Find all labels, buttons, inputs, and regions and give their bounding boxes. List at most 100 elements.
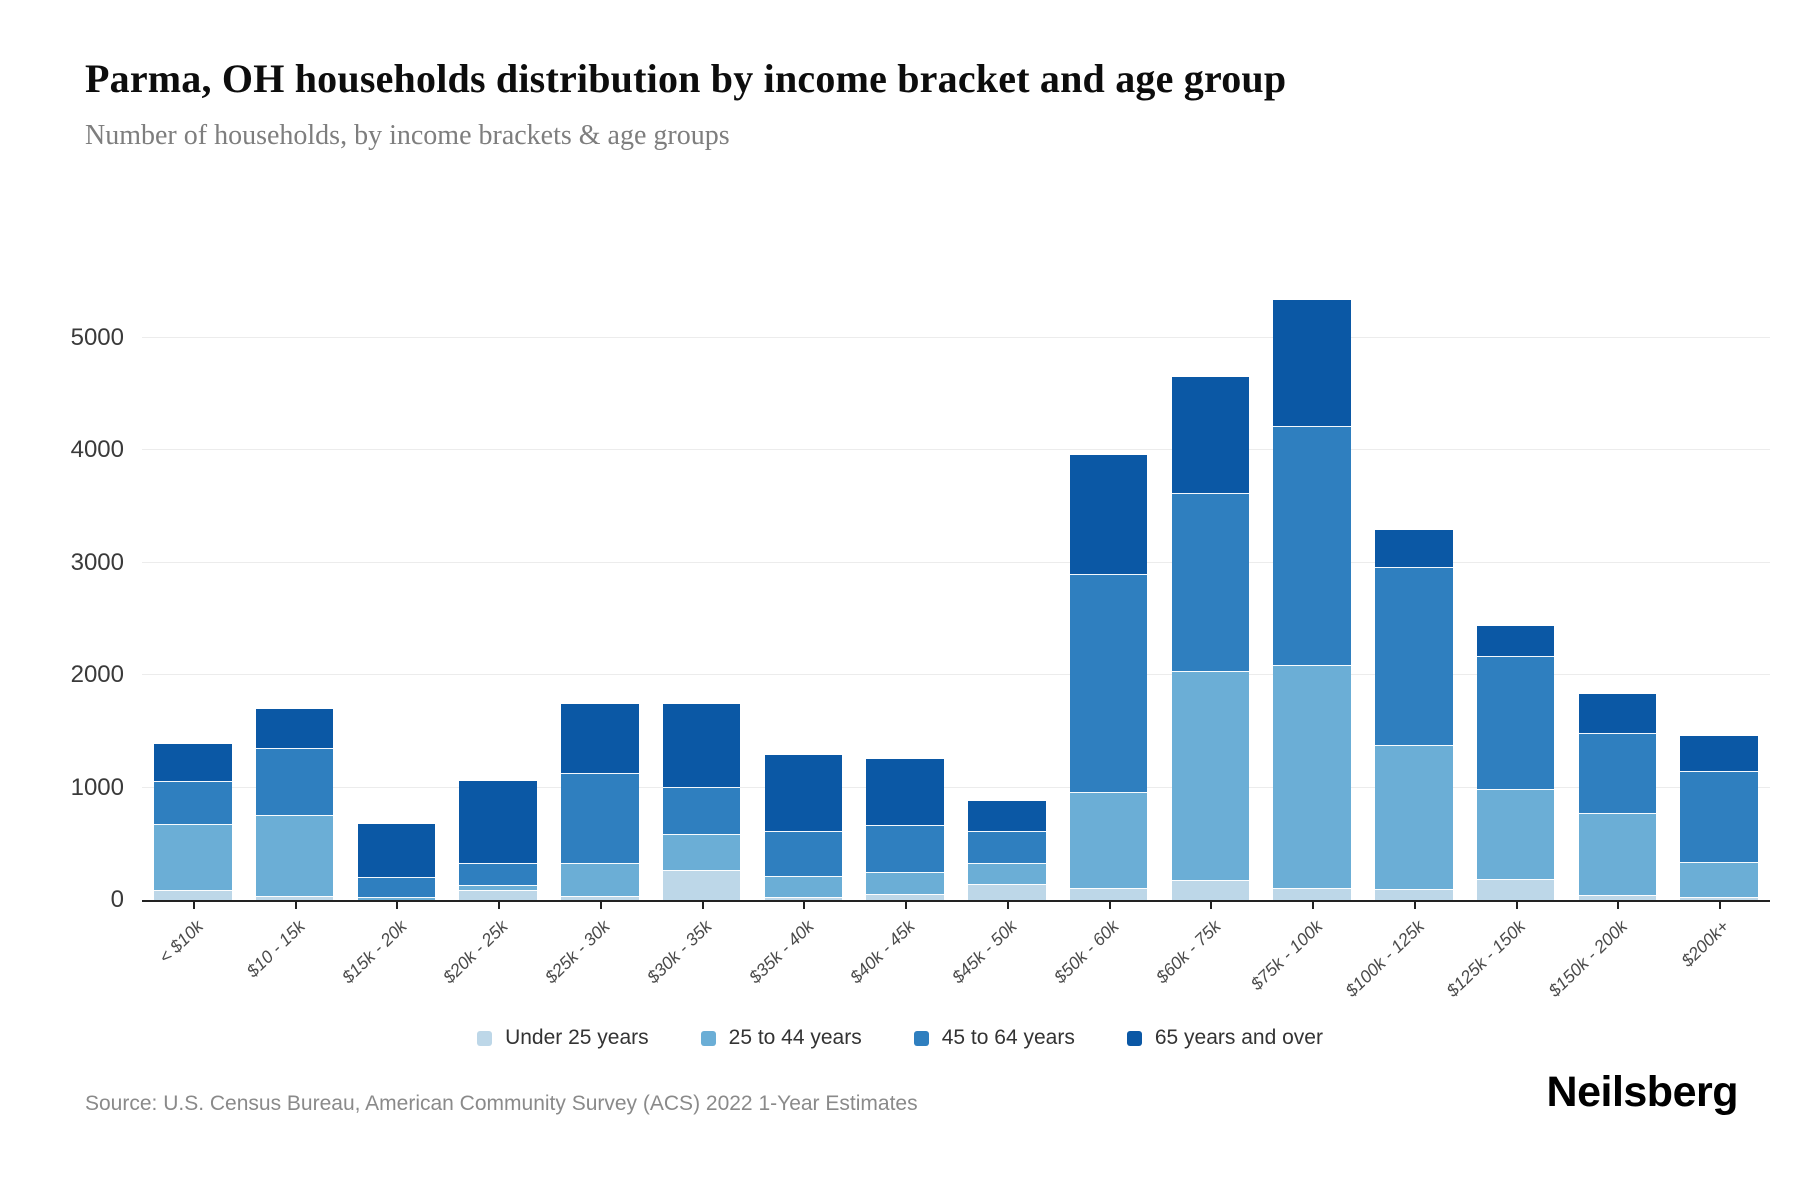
x-axis-tick: [803, 902, 806, 909]
bar-segment-under-25-years[interactable]: [1578, 894, 1657, 900]
bar-segment-under-25-years[interactable]: [1375, 888, 1453, 900]
gridline-1000: [142, 786, 1770, 788]
bar-segment-65-years-and-over[interactable]: [561, 704, 639, 774]
bar-segment-25-to-44-years[interactable]: [662, 833, 741, 871]
legend-item-25-to-44-years[interactable]: 25 to 44 years: [700, 1026, 862, 1050]
bar-segment-25-to-44-years[interactable]: [1375, 744, 1453, 889]
bar-segment-25-to-44-years[interactable]: [764, 876, 843, 898]
bar-segment-25-to-44-years[interactable]: [154, 823, 232, 890]
bar-segment-25-to-44-years[interactable]: [561, 862, 639, 896]
bar-segment-65-years-and-over[interactable]: [968, 801, 1046, 831]
bar-segment-under-25-years[interactable]: [561, 895, 639, 900]
bar-segment-25-to-44-years[interactable]: [1171, 670, 1250, 880]
bar-segment-45-to-64-years[interactable]: [1171, 493, 1250, 671]
bar-segment-45-to-64-years[interactable]: [561, 773, 639, 863]
bar-segment-65-years-and-over[interactable]: [764, 755, 843, 832]
y-axis-tick-label-5000: 5000: [70, 324, 124, 351]
bar-slot-$125k - 150k: $125k - 150k: [1443, 280, 1567, 1001]
bar-segment-45-to-64-years[interactable]: [1476, 656, 1555, 790]
legend-item-65-years-and-over[interactable]: 65 years and over: [1126, 1026, 1323, 1050]
legend-item-under-25-years[interactable]: Under 25 years: [477, 1026, 649, 1050]
bar-segment-45-to-64-years[interactable]: [1680, 771, 1758, 862]
bar-segment-25-to-44-years[interactable]: [1680, 861, 1758, 897]
bar-segment-65-years-and-over[interactable]: [1375, 530, 1453, 568]
bar-segment-45-to-64-years[interactable]: [1578, 733, 1657, 813]
bar-segment-25-to-44-years[interactable]: [357, 897, 436, 900]
bar-segment-25-to-44-years[interactable]: [1069, 791, 1148, 889]
bar-segment-65-years-and-over[interactable]: [1273, 299, 1351, 426]
bar-segment-under-25-years[interactable]: [1680, 896, 1758, 900]
x-axis-tick: [396, 902, 399, 909]
x-axis-tick: [1108, 902, 1111, 909]
bar-segment-under-25-years[interactable]: [1476, 878, 1555, 900]
bar-slot-$75k - 100k: $75k - 100k: [1246, 280, 1363, 994]
bar-segment-45-to-64-years[interactable]: [968, 830, 1046, 863]
bar-slot-< $10k: < $10k: [142, 280, 244, 967]
bar-segment-under-25-years[interactable]: [968, 883, 1046, 900]
bar-segment-25-to-44-years[interactable]: [1273, 665, 1351, 889]
legend-swatch-icon: [1126, 1030, 1142, 1046]
bar-segment-under-25-years[interactable]: [662, 870, 741, 900]
bar-segment-65-years-and-over[interactable]: [1476, 625, 1555, 657]
x-axis-tick: [1617, 902, 1620, 909]
bar-segment-45-to-64-years[interactable]: [154, 781, 232, 824]
neilsberg-logo: Neilsberg: [1546, 1068, 1739, 1116]
bar-segment-45-to-64-years[interactable]: [1375, 567, 1453, 745]
bar-segment-25-to-44-years[interactable]: [459, 885, 537, 890]
y-axis-tick-label-3000: 3000: [70, 548, 124, 576]
bar-segment-under-25-years[interactable]: [1273, 888, 1351, 900]
bar-segment-25-to-44-years[interactable]: [1476, 789, 1555, 879]
bar-$20k - 25k: [459, 781, 537, 900]
bar-segment-under-25-years[interactable]: [764, 897, 843, 900]
legend-label: Under 25 years: [505, 1026, 649, 1049]
bars-layer: < $10k $10 - 15k $15k - 20k $20k - 25k $25k …: [142, 280, 1770, 1001]
bar-segment-65-years-and-over[interactable]: [1069, 454, 1148, 575]
gridline-5000: [142, 337, 1770, 338]
bar-segment-45-to-64-years[interactable]: [866, 825, 944, 873]
x-axis-label-$30k - 35k: $30k - 35k: [642, 916, 716, 988]
bar-segment-under-25-years[interactable]: [1171, 879, 1250, 900]
legend-swatch-icon: [477, 1030, 493, 1046]
bar-segment-25-to-44-years[interactable]: [255, 815, 334, 896]
x-axis-label-$10 - 15k: $10 - 15k: [242, 916, 309, 982]
bar-segment-under-25-years[interactable]: [866, 893, 944, 900]
bar-segment-under-25-years[interactable]: [459, 889, 537, 900]
bar-slot-$15k - 20k: $15k - 20k: [338, 280, 448, 987]
y-axis-tick-label-4000: 4000: [70, 436, 124, 464]
bar-segment-65-years-and-over[interactable]: [662, 704, 741, 787]
bar-segment-65-years-and-over[interactable]: [1680, 736, 1758, 772]
bar-segment-45-to-64-years[interactable]: [662, 786, 741, 834]
bar-segment-65-years-and-over[interactable]: [459, 781, 537, 863]
legend-item-45-to-64-years[interactable]: 45 to 64 years: [913, 1026, 1075, 1050]
bar-segment-25-to-44-years[interactable]: [1578, 812, 1657, 895]
bar-$35k - 40k: [764, 755, 843, 900]
bar-segment-45-to-64-years[interactable]: [764, 831, 843, 877]
bar-segment-45-to-64-years[interactable]: [1069, 574, 1148, 792]
x-axis-label-$200k+: $200k+: [1677, 916, 1734, 971]
bar-segment-65-years-and-over[interactable]: [357, 824, 436, 877]
bar-$25k - 30k: [561, 704, 639, 900]
bar-segment-65-years-and-over[interactable]: [866, 758, 944, 826]
bar-segment-45-to-64-years[interactable]: [357, 876, 436, 898]
bar-segment-25-to-44-years[interactable]: [968, 862, 1046, 884]
x-axis-tick: [1413, 902, 1416, 909]
bar-segment-45-to-64-years[interactable]: [459, 862, 537, 886]
x-axis-label-$25k - 30k: $25k - 30k: [541, 916, 614, 988]
chart-title: Parma, OH households distribution by inc…: [85, 56, 1287, 101]
bar-segment-65-years-and-over[interactable]: [1578, 694, 1657, 734]
bar-segment-under-25-years[interactable]: [154, 889, 232, 900]
x-axis-label-$45k - 50k: $45k - 50k: [948, 916, 1021, 988]
bar-segment-25-to-44-years[interactable]: [866, 872, 944, 894]
bar-$45k - 50k: [968, 801, 1046, 900]
bar-< $10k: [154, 744, 232, 900]
bar-segment-65-years-and-over[interactable]: [1171, 377, 1250, 494]
x-axis-label-$125k - 150k: $125k - 150k: [1442, 916, 1530, 1001]
bar-segment-under-25-years[interactable]: [1069, 888, 1148, 900]
bar-segment-45-to-64-years[interactable]: [1273, 425, 1351, 666]
bar-segment-65-years-and-over[interactable]: [154, 744, 232, 782]
bar-segment-45-to-64-years[interactable]: [255, 747, 334, 816]
x-axis-tick: [192, 902, 195, 909]
bar-segment-under-25-years[interactable]: [255, 895, 334, 900]
legend-label: 25 to 44 years: [728, 1026, 862, 1049]
bar-segment-65-years-and-over[interactable]: [255, 708, 334, 748]
